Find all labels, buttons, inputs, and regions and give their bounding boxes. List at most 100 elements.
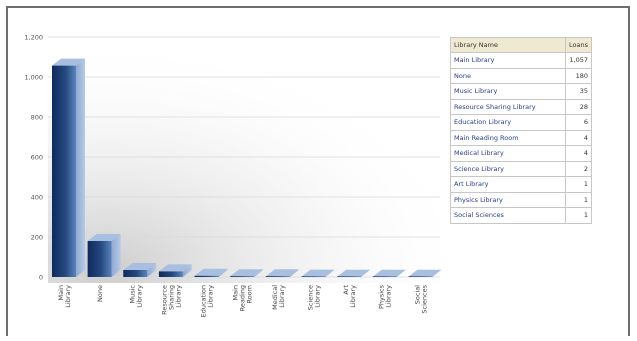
library-name-cell[interactable]: Art Library [450,176,566,193]
library-name-cell[interactable]: Resource Sharing Library [450,98,566,115]
y-tick-label: 0 [39,274,43,282]
loans-cell: 1 [565,207,592,224]
bar-side [361,269,371,277]
bar-top [52,58,85,66]
y-tick-label: 1,000 [24,74,43,82]
bar-side [325,269,335,277]
bar-front [372,276,397,277]
bar[interactable] [87,234,121,277]
y-axis-ticks: 0 200 400 600 800 1,000 1,200 [24,34,43,282]
y-tick-label: 400 [31,194,43,202]
bar-front [265,276,290,277]
bar-front [337,276,362,277]
x-tick-label: ScienceLibrary [306,285,321,310]
data-table: Library Name Loans Main Library 1,057 None… [450,37,592,224]
chart-frame [6,6,630,336]
bar[interactable] [230,269,264,277]
library-name-cell[interactable]: Social Sciences [450,207,566,224]
bar-side [147,263,157,277]
bar-top [194,268,228,276]
bar-top [158,264,192,272]
table-row: Main Reading Room 4 [450,129,592,146]
x-tick-label: ResourceSharingLibrary [160,285,182,315]
bar-top [301,269,335,277]
table-row: Science Library 2 [450,160,592,177]
bar[interactable] [265,269,299,277]
table-row: Social Sciences 1 [450,207,592,224]
bar-front [408,276,433,277]
y-tick-label: 200 [31,234,43,242]
x-tick-label: PhysicsLibrary [378,284,393,309]
library-name-cell[interactable]: Physics Library [450,191,566,208]
library-name-cell[interactable]: Music Library [450,83,566,100]
bar-side [254,269,264,277]
bar[interactable] [52,58,85,277]
x-axis-labels: MainLibrary None MusicLibrary ResourceShari… [57,284,428,317]
bar-front [230,276,255,277]
library-name-cell[interactable]: Science Library [450,160,566,177]
y-tick-label: 600 [31,154,43,162]
x-tick-label: EducationLibrary [200,285,215,318]
bar[interactable] [158,264,192,277]
table-row: Medical Library 4 [450,145,592,162]
y-tick-label: 1,200 [24,34,43,42]
loans-cell: 4 [565,129,592,146]
bar-front [123,270,148,277]
x-tick-label: SocialSciences [413,284,428,313]
header-loans[interactable]: Loans [565,37,592,53]
bar[interactable] [372,269,406,277]
library-name-cell[interactable]: None [450,67,566,84]
bar-side [432,269,442,277]
library-name-cell[interactable]: Main Library [450,52,566,69]
y-tick-label: 800 [31,114,43,122]
bar[interactable] [337,269,371,277]
bar-side [396,269,406,277]
bar-top [408,269,442,277]
loans-cell: 28 [565,98,592,115]
loans-cell: 180 [565,67,592,84]
table-row: Music Library 35 [450,83,592,100]
bar-top [372,269,406,277]
x-tick-label: ArtLibrary [342,285,357,308]
table-row: Resource Sharing Library 28 [450,98,592,115]
bar[interactable] [301,269,335,277]
bars [52,58,442,277]
bar-top [87,234,121,241]
library-name-cell[interactable]: Main Reading Room [450,129,566,146]
bar-front [87,241,112,277]
bar-front [194,275,219,277]
bar-side [182,264,192,277]
bar-side [289,269,299,277]
bar-top [265,269,299,277]
library-name-cell[interactable]: Education Library [450,114,566,131]
table-row: Art Library 1 [450,176,592,193]
x-tick-label: MainLibrary [57,285,72,308]
loans-cell: 1 [565,191,592,208]
library-name-cell[interactable]: Medical Library [450,145,566,162]
bar-top [337,269,371,277]
data-table-header: Library Name Loans [450,37,592,53]
bar-side [111,234,121,277]
loans-cell: 1 [565,176,592,193]
bar-side [76,58,85,277]
bar-side [218,268,228,277]
loans-cell: 2 [565,160,592,177]
table-row: None 180 [450,67,592,84]
bar[interactable] [194,268,228,277]
bar[interactable] [408,269,442,277]
loans-cell: 1,057 [565,52,592,69]
bar-top [123,263,157,270]
x-tick-label: MedicalLibrary [271,285,286,310]
x-tick-label: None [96,285,104,302]
bar-top [230,269,264,277]
x-tick-label: MusicLibrary [128,285,143,308]
x-tick-label: MainReadingRoom [232,285,254,311]
table-row: Physics Library 1 [450,191,592,208]
table-row: Education Library 6 [450,114,592,131]
loans-cell: 6 [565,114,592,131]
loans-cell: 35 [565,83,592,100]
bar[interactable] [123,263,157,277]
bar-front [52,65,76,277]
header-library-name[interactable]: Library Name [450,37,566,53]
